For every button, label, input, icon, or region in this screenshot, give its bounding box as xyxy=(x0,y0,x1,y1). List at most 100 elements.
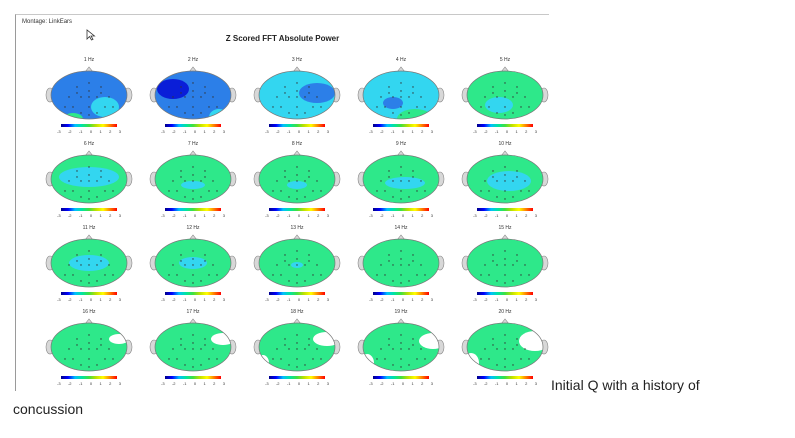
topomap: 3 Hz -3 -2 -1 0 1 2 3 xyxy=(251,57,343,143)
electrode-dot xyxy=(208,190,210,192)
scale-tick-label: -3 xyxy=(161,213,165,218)
scale-tick-label: 1 xyxy=(99,381,102,386)
scale-tick-label: 1 xyxy=(203,297,206,302)
color-scale-bar xyxy=(165,292,221,295)
electrode-dot xyxy=(296,114,298,116)
electrode-dot xyxy=(316,264,318,266)
electrode-dot xyxy=(184,112,186,114)
head-map xyxy=(357,66,445,120)
scale-tick-label: -2 xyxy=(379,381,384,386)
head-map xyxy=(461,318,549,372)
topomap: 5 Hz -3 -2 -1 0 1 2 3 xyxy=(459,57,551,143)
electrode-dot xyxy=(204,170,206,172)
frequency-label: 14 Hz xyxy=(394,225,408,231)
electrode-dot xyxy=(400,82,402,84)
scale-tick-label: -1 xyxy=(390,381,395,386)
scale-tick-label: 2 xyxy=(421,381,424,386)
electrode-dot xyxy=(184,196,186,198)
electrode-dot xyxy=(312,190,314,192)
electrode-dot xyxy=(516,170,518,172)
scale-tick-label: 0 xyxy=(297,297,301,302)
electrode-dot xyxy=(108,264,110,266)
electrode-dot xyxy=(488,274,490,276)
electrode-dot xyxy=(408,364,410,366)
scale-ticks: -3 -2 -1 0 1 2 3 xyxy=(265,213,329,218)
electrode-dot xyxy=(480,106,482,108)
electrode-dot xyxy=(80,348,82,350)
frequency-label: 3 Hz xyxy=(291,57,303,63)
electrode-dot xyxy=(88,258,90,260)
frequency-label: 4 Hz xyxy=(395,57,407,63)
electrode-dot xyxy=(88,366,90,368)
scale-tick-label: 1 xyxy=(99,129,102,134)
scale-tick-label: -1 xyxy=(78,381,83,386)
electrode-dot xyxy=(288,280,290,282)
scale-tick-label: 3 xyxy=(430,381,433,386)
scale-tick-label: 1 xyxy=(411,129,414,134)
electrode-dot xyxy=(424,358,426,360)
power-region xyxy=(287,181,307,189)
electrode-dot xyxy=(288,96,290,98)
electrode-dot xyxy=(400,190,402,192)
scale-tick-label: 1 xyxy=(99,213,102,218)
head-outline xyxy=(466,238,544,288)
electrode-dot xyxy=(400,114,402,116)
electrode-dot xyxy=(400,348,402,350)
electrode-dot xyxy=(480,358,482,360)
electrode-dot xyxy=(412,254,414,256)
scale-tick-label: 0 xyxy=(193,213,197,218)
electrode-dot xyxy=(208,358,210,360)
electrode-dot xyxy=(180,92,182,94)
frequency-label: 10 Hz xyxy=(498,141,512,147)
electrode-dot xyxy=(180,344,182,346)
scalp-base xyxy=(51,323,127,371)
scale-tick-label: 2 xyxy=(421,297,424,302)
power-region xyxy=(363,354,374,371)
electrode-dot xyxy=(528,190,530,192)
electrode-dot xyxy=(280,358,282,360)
electrode-dot xyxy=(408,264,410,266)
scale-tick-label: 0 xyxy=(193,381,197,386)
electrode-dot xyxy=(184,280,186,282)
electrode-dot xyxy=(296,274,298,276)
frequency-label: 12 Hz xyxy=(186,225,200,231)
head-map xyxy=(461,150,549,204)
electrode-dot xyxy=(320,106,322,108)
electrode-dot xyxy=(388,344,390,346)
electrode-dot xyxy=(492,344,494,346)
electrode-dot xyxy=(192,96,194,98)
electrode-dot xyxy=(516,344,518,346)
electrode-dot xyxy=(304,264,306,266)
scale-ticks: -3 -2 -1 0 1 2 3 xyxy=(265,129,329,134)
scale-tick-label: -3 xyxy=(369,297,373,302)
scale-tick-label: 0 xyxy=(505,297,509,302)
scale-tick-label: 1 xyxy=(307,129,310,134)
scale-tick-label: 0 xyxy=(401,129,405,134)
electrode-dot xyxy=(280,274,282,276)
electrode-dot xyxy=(420,264,422,266)
caption-line-1: Initial Q with a history of xyxy=(551,377,700,393)
electrode-dot xyxy=(200,348,202,350)
head-outline xyxy=(362,154,440,204)
scale-ticks: -3 -2 -1 0 1 2 3 xyxy=(265,381,329,386)
electrode-dot xyxy=(192,180,194,182)
scale-tick-label: 3 xyxy=(118,297,121,302)
electrode-dot xyxy=(200,364,202,366)
electrode-dot xyxy=(484,180,486,182)
electrode-dot xyxy=(392,348,394,350)
electrode-dot xyxy=(64,190,66,192)
electrode-dot xyxy=(512,280,514,282)
qeeg-figure: Montage: LinkEars Z Scored FFT Absolute … xyxy=(15,14,549,391)
scale-tick-label: -3 xyxy=(57,297,61,302)
electrode-dot xyxy=(288,112,290,114)
scale-ticks: -3 -2 -1 0 1 2 3 xyxy=(473,297,537,302)
electrode-dot xyxy=(96,180,98,182)
scale-tick-label: 3 xyxy=(430,213,433,218)
electrode-dot xyxy=(408,280,410,282)
electrode-dot xyxy=(504,250,506,252)
scale-tick-label: 0 xyxy=(401,297,405,302)
electrode-dot xyxy=(108,180,110,182)
scale-tick-label: -3 xyxy=(57,381,61,386)
electrode-dot xyxy=(304,196,306,198)
electrode-dot xyxy=(520,274,522,276)
